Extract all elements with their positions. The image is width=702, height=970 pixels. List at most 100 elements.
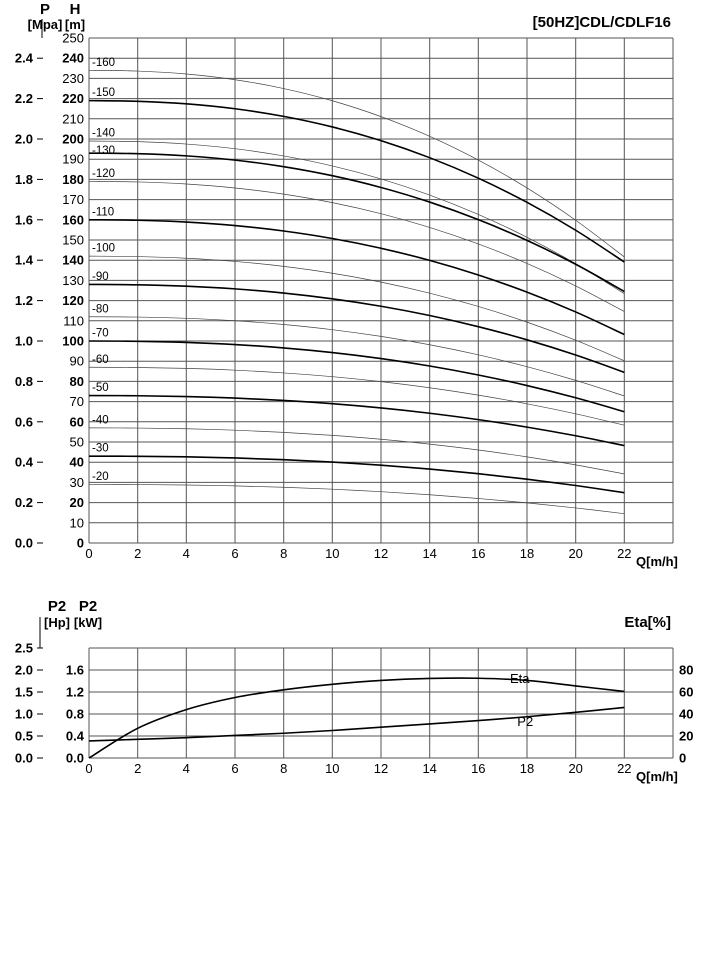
svg-text:1.2: 1.2 bbox=[15, 293, 33, 308]
svg-text:-140: -140 bbox=[92, 128, 115, 140]
svg-text:18: 18 bbox=[520, 761, 534, 776]
svg-text:0.4: 0.4 bbox=[15, 455, 34, 470]
svg-text:40: 40 bbox=[70, 455, 84, 470]
svg-text:Eta: Eta bbox=[510, 671, 530, 686]
svg-text:18: 18 bbox=[520, 546, 534, 561]
svg-text:80: 80 bbox=[70, 374, 84, 389]
svg-text:80: 80 bbox=[679, 663, 693, 678]
svg-text:8: 8 bbox=[280, 761, 287, 776]
svg-text:12: 12 bbox=[374, 546, 388, 561]
svg-text:4: 4 bbox=[183, 546, 190, 561]
svg-text:0: 0 bbox=[679, 751, 686, 766]
svg-text:14: 14 bbox=[422, 546, 436, 561]
svg-text:22: 22 bbox=[617, 761, 631, 776]
svg-text:20: 20 bbox=[568, 546, 582, 561]
svg-text:P2: P2 bbox=[48, 598, 66, 615]
svg-text:Q[m/h]: Q[m/h] bbox=[636, 769, 678, 784]
svg-text:40: 40 bbox=[679, 707, 693, 722]
svg-text:-70: -70 bbox=[92, 328, 109, 340]
svg-text:0.0: 0.0 bbox=[66, 751, 84, 766]
svg-text:0.8: 0.8 bbox=[66, 707, 84, 722]
svg-text:-130: -130 bbox=[92, 145, 115, 157]
svg-text:200: 200 bbox=[62, 132, 84, 147]
svg-text:60: 60 bbox=[70, 414, 84, 429]
svg-text:0.4: 0.4 bbox=[66, 729, 85, 744]
svg-text:210: 210 bbox=[62, 111, 84, 126]
svg-text:[kW]: [kW] bbox=[74, 615, 102, 630]
svg-text:Q[m/h]: Q[m/h] bbox=[636, 554, 678, 569]
svg-text:0.6: 0.6 bbox=[15, 414, 33, 429]
svg-text:2.5: 2.5 bbox=[15, 641, 33, 656]
svg-text:22: 22 bbox=[617, 546, 631, 561]
svg-text:1.6: 1.6 bbox=[15, 212, 33, 227]
svg-text:-100: -100 bbox=[92, 243, 115, 255]
svg-text:0: 0 bbox=[85, 761, 92, 776]
svg-text:14: 14 bbox=[422, 761, 436, 776]
svg-text:H: H bbox=[70, 1, 81, 18]
svg-text:1.0: 1.0 bbox=[15, 334, 33, 349]
svg-text:1.4: 1.4 bbox=[15, 253, 34, 268]
svg-text:2: 2 bbox=[134, 546, 141, 561]
svg-text:12: 12 bbox=[374, 761, 388, 776]
svg-text:-120: -120 bbox=[92, 168, 115, 180]
svg-text:[50HZ]CDL/CDLF16: [50HZ]CDL/CDLF16 bbox=[533, 14, 671, 31]
svg-text:240: 240 bbox=[62, 51, 84, 66]
svg-text:-40: -40 bbox=[92, 414, 109, 426]
svg-text:0.0: 0.0 bbox=[15, 751, 33, 766]
svg-text:0.0: 0.0 bbox=[15, 536, 33, 551]
svg-text:250: 250 bbox=[62, 31, 84, 46]
svg-text:1.2: 1.2 bbox=[66, 685, 84, 700]
svg-text:1.5: 1.5 bbox=[15, 685, 33, 700]
svg-text:230: 230 bbox=[62, 71, 84, 86]
svg-text:10: 10 bbox=[325, 761, 339, 776]
svg-text:6: 6 bbox=[231, 761, 238, 776]
svg-text:160: 160 bbox=[62, 212, 84, 227]
svg-text:70: 70 bbox=[70, 394, 84, 409]
svg-text:120: 120 bbox=[62, 293, 84, 308]
svg-text:170: 170 bbox=[62, 192, 84, 207]
svg-text:10: 10 bbox=[325, 546, 339, 561]
svg-text:0.2: 0.2 bbox=[15, 495, 33, 510]
svg-text:2.0: 2.0 bbox=[15, 132, 33, 147]
svg-text:130: 130 bbox=[62, 273, 84, 288]
svg-text:16: 16 bbox=[471, 546, 485, 561]
svg-text:110: 110 bbox=[63, 313, 84, 328]
svg-text:6: 6 bbox=[231, 546, 238, 561]
svg-text:140: 140 bbox=[62, 253, 84, 268]
svg-text:-110: -110 bbox=[92, 206, 114, 218]
svg-text:1.0: 1.0 bbox=[15, 707, 33, 722]
svg-text:1.8: 1.8 bbox=[15, 172, 33, 187]
svg-text:180: 180 bbox=[62, 172, 84, 187]
svg-text:-20: -20 bbox=[92, 471, 109, 483]
svg-text:60: 60 bbox=[679, 685, 693, 700]
svg-text:-30: -30 bbox=[92, 443, 109, 455]
svg-text:-150: -150 bbox=[92, 87, 115, 99]
svg-text:20: 20 bbox=[568, 761, 582, 776]
svg-text:[Hp]: [Hp] bbox=[44, 615, 70, 630]
svg-text:100: 100 bbox=[62, 334, 84, 349]
svg-text:-90: -90 bbox=[92, 271, 109, 283]
svg-text:8: 8 bbox=[280, 546, 287, 561]
svg-text:220: 220 bbox=[62, 91, 84, 106]
svg-text:4: 4 bbox=[183, 761, 190, 776]
svg-text:30: 30 bbox=[70, 475, 84, 490]
svg-text:2.0: 2.0 bbox=[15, 663, 33, 678]
svg-text:1.6: 1.6 bbox=[66, 663, 84, 678]
svg-text:16: 16 bbox=[471, 761, 485, 776]
svg-text:Eta[%]: Eta[%] bbox=[624, 614, 671, 631]
svg-text:10: 10 bbox=[70, 515, 84, 530]
svg-text:20: 20 bbox=[70, 495, 84, 510]
svg-text:-80: -80 bbox=[92, 303, 109, 315]
svg-text:-60: -60 bbox=[92, 354, 109, 366]
svg-text:0.8: 0.8 bbox=[15, 374, 33, 389]
svg-text:P2: P2 bbox=[517, 714, 533, 729]
svg-text:50: 50 bbox=[70, 435, 84, 450]
svg-text:-160: -160 bbox=[92, 57, 115, 69]
svg-text:2.4: 2.4 bbox=[15, 51, 34, 66]
svg-text:20: 20 bbox=[679, 729, 693, 744]
svg-text:-50: -50 bbox=[92, 382, 109, 394]
svg-text:0: 0 bbox=[77, 536, 84, 551]
svg-text:P2: P2 bbox=[79, 598, 97, 615]
svg-text:2.2: 2.2 bbox=[15, 91, 33, 106]
svg-text:0: 0 bbox=[85, 546, 92, 561]
